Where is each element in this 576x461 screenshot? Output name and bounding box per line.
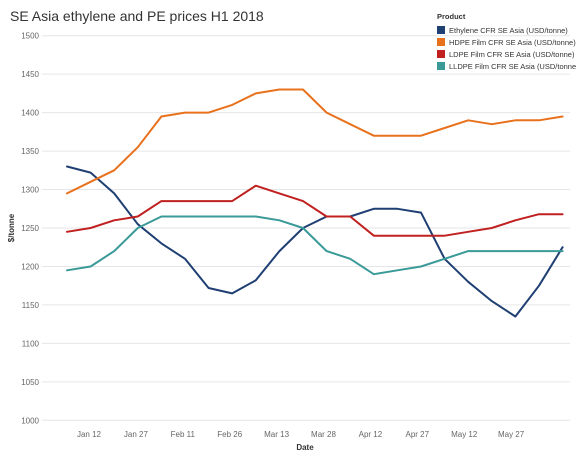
y-tick-label: 1450	[21, 70, 39, 79]
x-tick-label: Jan 12	[77, 430, 102, 439]
y-tick-label: 1200	[21, 262, 39, 271]
y-tick-label: 1150	[22, 301, 40, 310]
y-tick-label: 1400	[21, 109, 39, 118]
legend-item-lldpe[interactable]: LLDPE Film CFR SE Asia (USD/tonne)	[437, 60, 576, 72]
x-tick-label: Feb 26	[217, 430, 242, 439]
y-tick-label: 1300	[21, 186, 39, 195]
legend-swatch	[437, 26, 445, 34]
chart-title: SE Asia ethylene and PE prices H1 2018	[10, 8, 264, 24]
legend-label: Ethylene CFR SE Asia (USD/tonne)	[449, 25, 568, 35]
legend-swatch	[437, 38, 445, 46]
y-tick-label: 1100	[22, 339, 40, 348]
series-line-2	[66, 184, 564, 237]
x-tick-label: Apr 27	[406, 430, 430, 439]
x-tick-label: Jan 27	[124, 430, 149, 439]
x-tick-label: May 27	[498, 430, 525, 439]
legend-swatch	[437, 62, 445, 70]
legend-swatch	[437, 50, 445, 58]
x-tick-label: Feb 11	[171, 430, 196, 439]
legend-item-hdpe[interactable]: HDPE Film CFR SE Asia (USD/tonne)	[437, 36, 576, 48]
x-axis-label: Date	[296, 443, 314, 452]
x-tick-label: Mar 28	[311, 430, 336, 439]
legend-item-ethylene[interactable]: Ethylene CFR SE Asia (USD/tonne)	[437, 24, 576, 36]
y-tick-label: 1050	[21, 378, 39, 387]
legend-item-ldpe[interactable]: LDPE Film CFR SE Asia (USD/tonne)	[437, 48, 576, 60]
y-tick-label: 1350	[21, 147, 39, 156]
legend-label: LDPE Film CFR SE Asia (USD/tonne)	[449, 49, 575, 59]
y-axis-label: $/tonne	[7, 213, 16, 242]
y-tick-label: 1500	[21, 32, 39, 41]
y-tick-label: 1000	[21, 416, 39, 425]
legend-label: HDPE Film CFR SE Asia (USD/tonne)	[449, 37, 576, 47]
x-tick-label: Mar 13	[264, 430, 289, 439]
legend-title: Product	[437, 12, 466, 21]
y-tick-label: 1250	[21, 224, 39, 233]
legend: Product Ethylene CFR SE Asia (USD/tonne)…	[437, 12, 576, 72]
legend-label: LLDPE Film CFR SE Asia (USD/tonne)	[449, 61, 576, 71]
x-tick-label: Apr 12	[359, 430, 383, 439]
series-line-1	[66, 88, 564, 195]
series-line-3	[66, 215, 564, 276]
x-tick-label: May 12	[451, 430, 478, 439]
series-line-0	[66, 165, 564, 318]
